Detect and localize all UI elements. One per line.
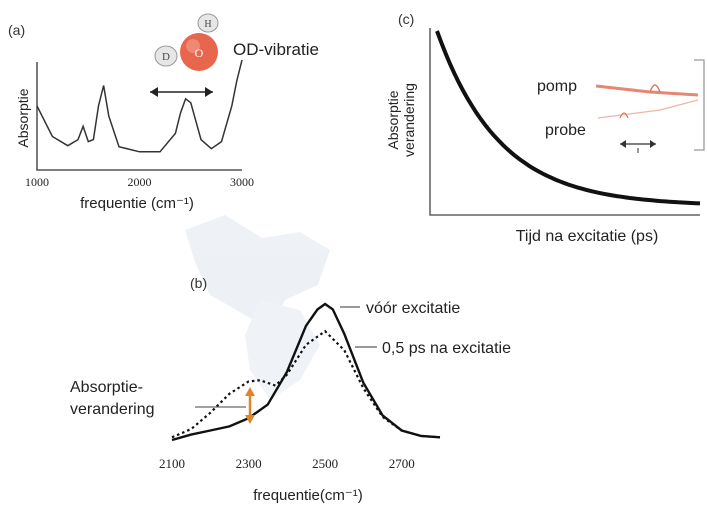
series-after-excitation-line: [171, 329, 441, 439]
panel-b-tick-2700: 2700: [389, 456, 415, 471]
panel-c: (c) Absorptie verandering Tijd na excita…: [385, 11, 705, 245]
panel-a-ylabel: Absorptie: [15, 88, 31, 147]
panel-b-tick-2500: 2500: [312, 456, 338, 471]
panel-c-axes: [429, 28, 700, 216]
panel-b-tick-2100: 2100: [159, 456, 185, 471]
time-delay-arrow-icon: [620, 140, 656, 153]
molecule-atom-h: H: [204, 19, 211, 30]
panel-b: (b) 2100 2300 2500 2700 frequentie(cm⁻¹) vó…: [70, 275, 511, 504]
legend-label-after: 0,5 ps na excitatie: [382, 340, 511, 357]
panel-a-tick-3000: 3000: [230, 175, 254, 189]
panel-c-ylabel-1: Absorptie: [385, 90, 401, 149]
molecule-atom-o: O: [195, 46, 204, 60]
panel-c-label: (c): [398, 11, 414, 27]
panel-a-tick-labels: 1000 2000 3000: [25, 175, 254, 189]
pump-beam-icon: [595, 84, 699, 97]
panel-c-xlabel: Tijd na excitatie (ps): [516, 228, 659, 245]
od-molecule-icon: D H O: [154, 13, 219, 71]
panel-b-tick-labels: 2100 2300 2500 2700: [159, 456, 415, 471]
panel-a: (a) D H O OD-vibratie 1000 2000 3000 Absor…: [8, 13, 319, 212]
probe-beam-icon: [597, 99, 699, 119]
panel-a-spectrum-line: [36, 59, 243, 153]
panel-b-xlabel: frequentie(cm⁻¹): [253, 487, 363, 504]
panel-c-ylabel-2: verandering: [401, 83, 417, 157]
molecule-atom-d: D: [162, 51, 170, 63]
annotation-line-2: verandering: [70, 401, 155, 418]
panel-a-label: (a): [8, 22, 25, 38]
panel-a-tick-1000: 1000: [25, 175, 49, 189]
sample-cell-icon: [694, 59, 705, 151]
mode-label: OD-vibratie: [233, 40, 319, 59]
probe-label: probe: [545, 122, 586, 139]
vibration-arrow-icon: [150, 87, 213, 97]
legend-label-before: vóór excitatie: [366, 300, 460, 317]
series-before-excitation-line: [171, 302, 441, 442]
panel-a-xlabel: frequentie (cm⁻¹): [80, 195, 194, 212]
panel-b-tick-2300: 2300: [236, 456, 262, 471]
panel-a-axes: [36, 62, 242, 171]
pump-label: pomp: [537, 78, 577, 95]
panel-b-label: (b): [190, 275, 207, 291]
panel-c-decay-line: [435, 30, 701, 206]
absorption-change-arrow-icon: [245, 387, 255, 424]
panel-a-tick-2000: 2000: [128, 175, 152, 189]
annotation-line-1: Absorptie-: [70, 379, 143, 396]
background-watermark: [185, 215, 330, 400]
